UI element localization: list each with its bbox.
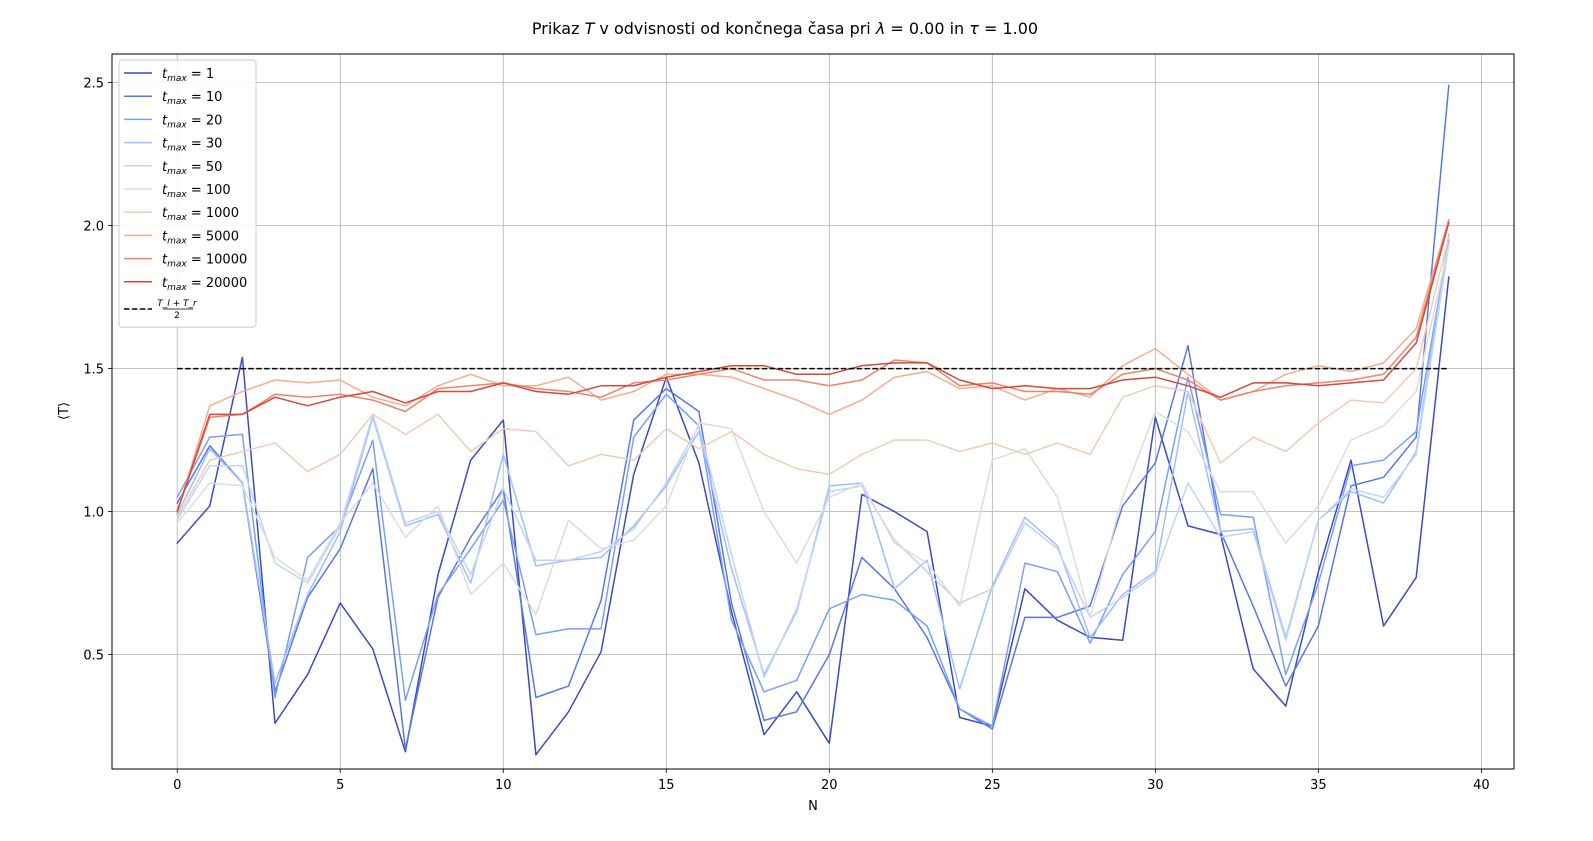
y-axis-label: ⟨T⟩	[57, 402, 72, 420]
plot-series	[176, 84, 1450, 756]
x-tick-label: 5	[336, 778, 344, 793]
chart-title-var-lambda: λ	[875, 19, 885, 38]
legend-label: tmax = 30	[162, 137, 222, 154]
series-line-tmax-10000	[176, 218, 1450, 513]
legend-label: tmax = 100	[162, 183, 231, 200]
series-line-tmax-30	[176, 233, 1450, 690]
series-line-tmax-20000	[176, 221, 1450, 513]
chart-title-part: = 0.00 in	[885, 19, 969, 38]
axis-ticks: 0 5 10 15 20 25 30 35 40 0.5 1.0 1.5 2.0 2.5	[83, 77, 1489, 793]
legend-label: tmax = 50	[162, 160, 222, 177]
legend-label: tmax = 10000	[162, 253, 247, 270]
series-line-tmax-20	[176, 239, 1450, 727]
x-tick-label: 0	[173, 778, 181, 793]
chart-title-var-t: T	[585, 19, 596, 38]
series-line-tmax-1	[176, 276, 1450, 756]
x-tick-label: 10	[495, 778, 512, 793]
y-tick-label: 2.5	[83, 77, 104, 92]
legend-label-reference-numerator: T_l + T_r	[157, 299, 198, 309]
x-axis-label: N	[808, 799, 818, 814]
legend-label: tmax = 10	[162, 90, 222, 107]
legend: tmax = 1 tmax = 10 tmax = 20 tmax = 30 tmax …	[118, 59, 257, 328]
legend-label: tmax = 5000	[162, 229, 239, 246]
x-tick-label: 35	[1310, 778, 1327, 793]
legend-label: tmax = 1	[162, 67, 214, 84]
chart-title-var-tau: τ	[969, 19, 979, 38]
chart-title-part: = 1.00	[979, 19, 1038, 38]
legend-label: tmax = 1000	[162, 206, 239, 223]
legend-box	[118, 59, 257, 328]
legend-label: tmax = 20000	[162, 276, 247, 293]
x-tick-label: 25	[984, 778, 1001, 793]
series-line-tmax-1000	[176, 236, 1450, 519]
series-line-tmax-10	[176, 84, 1450, 750]
series-line-tmax-100	[176, 244, 1450, 619]
x-tick-label: 20	[821, 778, 838, 793]
y-tick-label: 1.0	[83, 506, 104, 521]
y-tick-label: 2.0	[83, 220, 104, 235]
legend-label-reference-denominator: 2	[174, 311, 180, 321]
chart-title-part: v odvisnosti od končnega časa pri	[594, 19, 875, 38]
y-tick-label: 1.5	[83, 363, 104, 378]
series-line-tmax-50	[176, 244, 1450, 679]
plot-area-frame	[111, 53, 1515, 770]
legend-label: tmax = 20	[162, 113, 222, 130]
chart-title: Prikaz T v odvisnosti od končnega časa p…	[532, 19, 1038, 38]
x-tick-label: 15	[658, 778, 675, 793]
chart-title-part: Prikaz	[532, 19, 585, 38]
x-tick-label: 40	[1473, 778, 1490, 793]
x-tick-label: 30	[1147, 778, 1164, 793]
grid	[112, 54, 1514, 769]
series-line-tmax-5000	[176, 218, 1450, 513]
y-tick-label: 0.5	[83, 649, 104, 664]
